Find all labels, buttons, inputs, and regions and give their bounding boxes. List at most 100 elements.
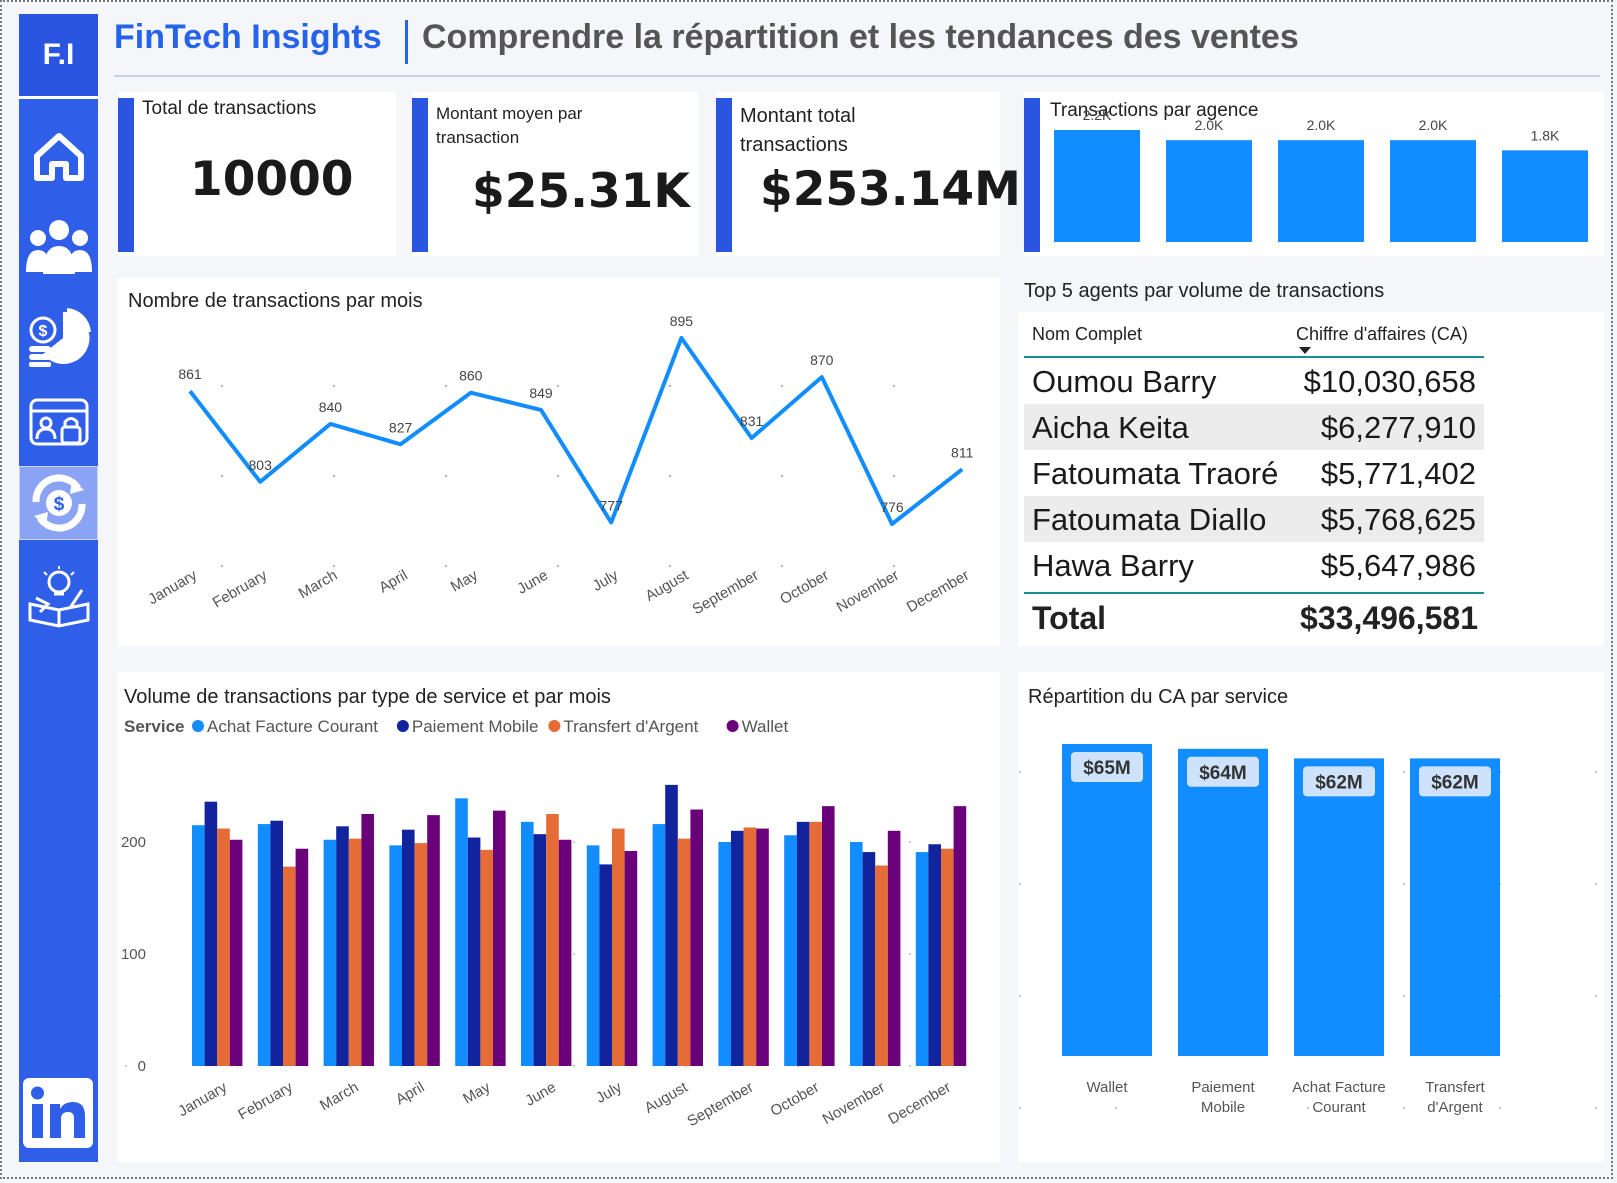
kpi-value: $253.14M	[760, 162, 1021, 217]
grid-dot	[1019, 995, 1021, 997]
grouped-bar	[192, 825, 205, 1066]
legend-title: Service	[124, 717, 185, 736]
grid-dot	[909, 953, 911, 955]
agent-revenue: $5,647,986	[1320, 548, 1476, 583]
grouped-bar	[467, 837, 481, 1066]
grid-dot	[1403, 1107, 1405, 1109]
x-tick-label: Courant	[1312, 1099, 1366, 1116]
nav-security[interactable]	[19, 386, 98, 460]
line-data-label: 861	[178, 366, 202, 382]
grid-dot	[125, 1065, 127, 1067]
nav-home[interactable]	[19, 120, 98, 194]
nav-ideas[interactable]	[19, 560, 98, 634]
header-underline	[114, 75, 1600, 77]
grouped-bar	[283, 866, 296, 1066]
x-tick-label: April	[393, 1079, 427, 1109]
agency-bar-label: 2.0K	[1195, 117, 1224, 133]
line-series	[188, 336, 964, 526]
grid-dot	[557, 385, 559, 387]
column-header-revenue[interactable]: Chiffre d'affaires (CA)	[1296, 324, 1468, 344]
ca-data-label-bg	[1071, 752, 1143, 782]
grouped-bar	[624, 850, 638, 1066]
ca-data-label: $62M	[1315, 772, 1363, 793]
grid-dot	[893, 475, 895, 477]
grid-dot	[221, 565, 223, 567]
grouped-bar	[229, 839, 243, 1066]
table-row[interactable]: Oumou Barry $10,030,658	[1024, 358, 1484, 404]
chart-title: Répartition du CA par service	[1028, 686, 1289, 708]
grouped-bar	[323, 839, 337, 1066]
grid-dot	[1595, 995, 1597, 997]
nav-transactions[interactable]: $	[19, 466, 98, 540]
grouped-bar	[652, 824, 666, 1066]
grouped-bar	[953, 806, 967, 1066]
service-ca-bar-chart: $65M Wallet $64M Paiement Mobile $62M Achat Fa…	[1019, 744, 1597, 1116]
x-tick-label: February	[235, 1078, 296, 1123]
top-agents-title: Top 5 agents par volume de transactions	[1024, 280, 1385, 302]
grid-dot	[669, 385, 671, 387]
grid-dot	[1499, 1107, 1501, 1109]
grouped-bar	[915, 852, 929, 1066]
table-row[interactable]: Aicha Keita $6,277,910	[1024, 404, 1484, 450]
linkedin-button[interactable]	[23, 1078, 93, 1148]
grouped-bar	[850, 842, 863, 1066]
line-data-label: 803	[249, 457, 273, 473]
x-tick-label: May	[448, 566, 481, 595]
line-data-label: 870	[810, 352, 834, 368]
agency-bar-label: 2.0K	[1419, 117, 1448, 133]
line-data-label: 831	[740, 413, 764, 429]
line-data-label: 860	[459, 368, 483, 384]
agency-bar-label: 2.2K	[1083, 107, 1112, 123]
table-row[interactable]: Fatoumata Traoré $5,771,402	[1024, 450, 1484, 496]
kpi-value: 10000	[190, 152, 354, 207]
y-tick-label: 100	[121, 946, 146, 963]
agency-bar	[1054, 130, 1140, 242]
grouped-bar	[809, 821, 822, 1066]
service-month-bar-chart: Service Achat Facture Courant Paiement Mob…	[121, 717, 967, 1130]
monthly-chart-card: Nombre de transactions par mois 861 Janua…	[118, 278, 1000, 646]
sort-desc-icon[interactable]	[1298, 346, 1312, 356]
grid-dot	[557, 475, 559, 477]
x-tick-label: December	[904, 567, 972, 616]
kpi-accent-bar	[118, 98, 134, 252]
x-tick-label: November	[820, 1079, 888, 1128]
table-row[interactable]: Hawa Barry $5,647,986	[1024, 542, 1484, 588]
grouped-bar	[558, 839, 572, 1066]
agency-chart-card: Transactions par agence 2.2K 2.0K 2.0K 2.0K…	[1024, 92, 1604, 256]
ca-bar	[1294, 758, 1384, 1056]
app-logo[interactable]: F.I	[19, 14, 98, 99]
grid-dot	[573, 1065, 575, 1067]
grid-dot	[221, 385, 223, 387]
x-tick-label: July	[590, 566, 622, 594]
legend-label: Achat Facture Courant	[207, 717, 378, 736]
nav-finance[interactable]: $	[19, 300, 98, 374]
agent-name: Fatoumata Traoré	[1032, 456, 1279, 491]
x-tick-label: September	[690, 567, 762, 618]
grid-dot	[669, 565, 671, 567]
x-tick-label: March	[296, 567, 341, 603]
grouped-bar	[455, 798, 468, 1066]
nav-users[interactable]	[19, 210, 98, 284]
ca-data-label: $64M	[1199, 763, 1247, 784]
legend-marker	[396, 720, 409, 732]
grid-dot	[125, 953, 127, 955]
header-divider	[1024, 356, 1484, 358]
table-row[interactable]: Fatoumata Diallo $5,768,625	[1024, 496, 1484, 542]
grouped-bar	[690, 809, 703, 1066]
line-data-label: 777	[600, 497, 624, 513]
chart-title: Transactions par agence	[1050, 100, 1259, 121]
grouped-bar	[427, 815, 440, 1066]
ideas-icon	[28, 566, 89, 628]
agent-name: Aicha Keita	[1032, 410, 1189, 445]
grid-dot	[557, 565, 559, 567]
grid-dot	[893, 565, 895, 567]
service-ca-chart-card: Répartition du CA par service $65M Wallet…	[1018, 672, 1604, 1162]
agency-bar	[1390, 140, 1476, 242]
grouped-bar	[336, 826, 349, 1066]
x-tick-label: November	[834, 567, 902, 616]
line-data-label: 827	[389, 419, 413, 435]
grouped-bar	[756, 828, 769, 1066]
grid-dot	[1403, 771, 1405, 773]
total-value: $33,496,581	[1300, 600, 1478, 636]
column-header-name[interactable]: Nom Complet	[1032, 324, 1143, 344]
